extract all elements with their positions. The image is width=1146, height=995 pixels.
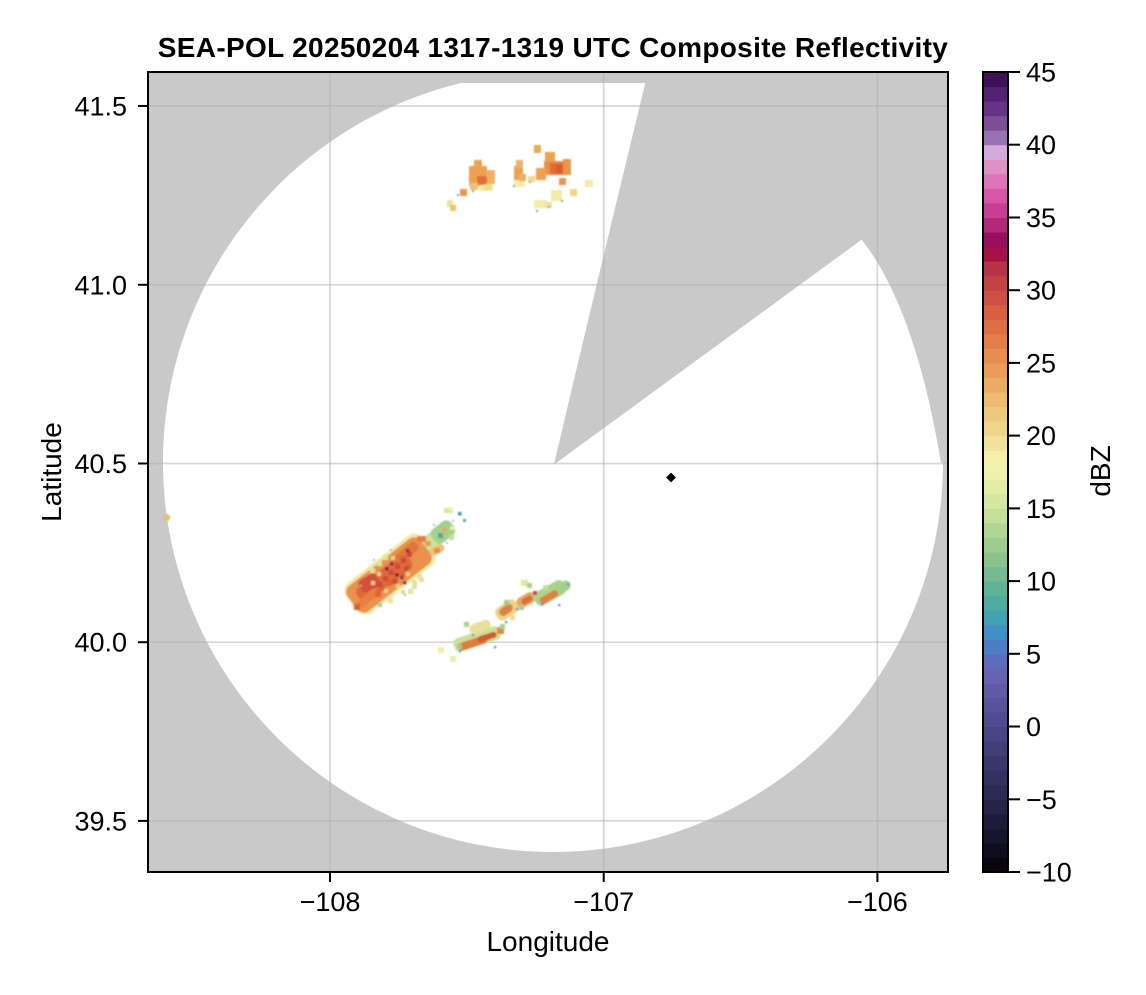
svg-text:45: 45 (1026, 58, 1056, 88)
svg-text:dBZ: dBZ (1085, 445, 1116, 496)
svg-text:39.5: 39.5 (74, 806, 127, 836)
svg-text:5: 5 (1026, 639, 1041, 669)
svg-text:41.0: 41.0 (74, 270, 127, 300)
svg-text:SEA-POL 20250204 1317-1319 UTC: SEA-POL 20250204 1317-1319 UTC Composite… (158, 32, 949, 63)
svg-text:40.5: 40.5 (74, 449, 127, 479)
svg-text:15: 15 (1026, 494, 1056, 524)
svg-text:Latitude: Latitude (36, 422, 67, 522)
svg-text:−106: −106 (847, 887, 908, 917)
svg-text:20: 20 (1026, 421, 1056, 451)
svg-text:−5: −5 (1026, 785, 1057, 815)
svg-text:25: 25 (1026, 348, 1056, 378)
svg-text:40: 40 (1026, 130, 1056, 160)
svg-text:30: 30 (1026, 276, 1056, 306)
svg-text:35: 35 (1026, 203, 1056, 233)
svg-text:0: 0 (1026, 712, 1041, 742)
svg-text:10: 10 (1026, 567, 1056, 597)
svg-text:Longitude: Longitude (486, 926, 609, 957)
svg-text:40.0: 40.0 (74, 628, 127, 658)
svg-text:41.5: 41.5 (74, 92, 127, 122)
svg-text:−107: −107 (573, 887, 634, 917)
svg-text:−10: −10 (1026, 858, 1072, 888)
svg-text:−108: −108 (300, 887, 361, 917)
